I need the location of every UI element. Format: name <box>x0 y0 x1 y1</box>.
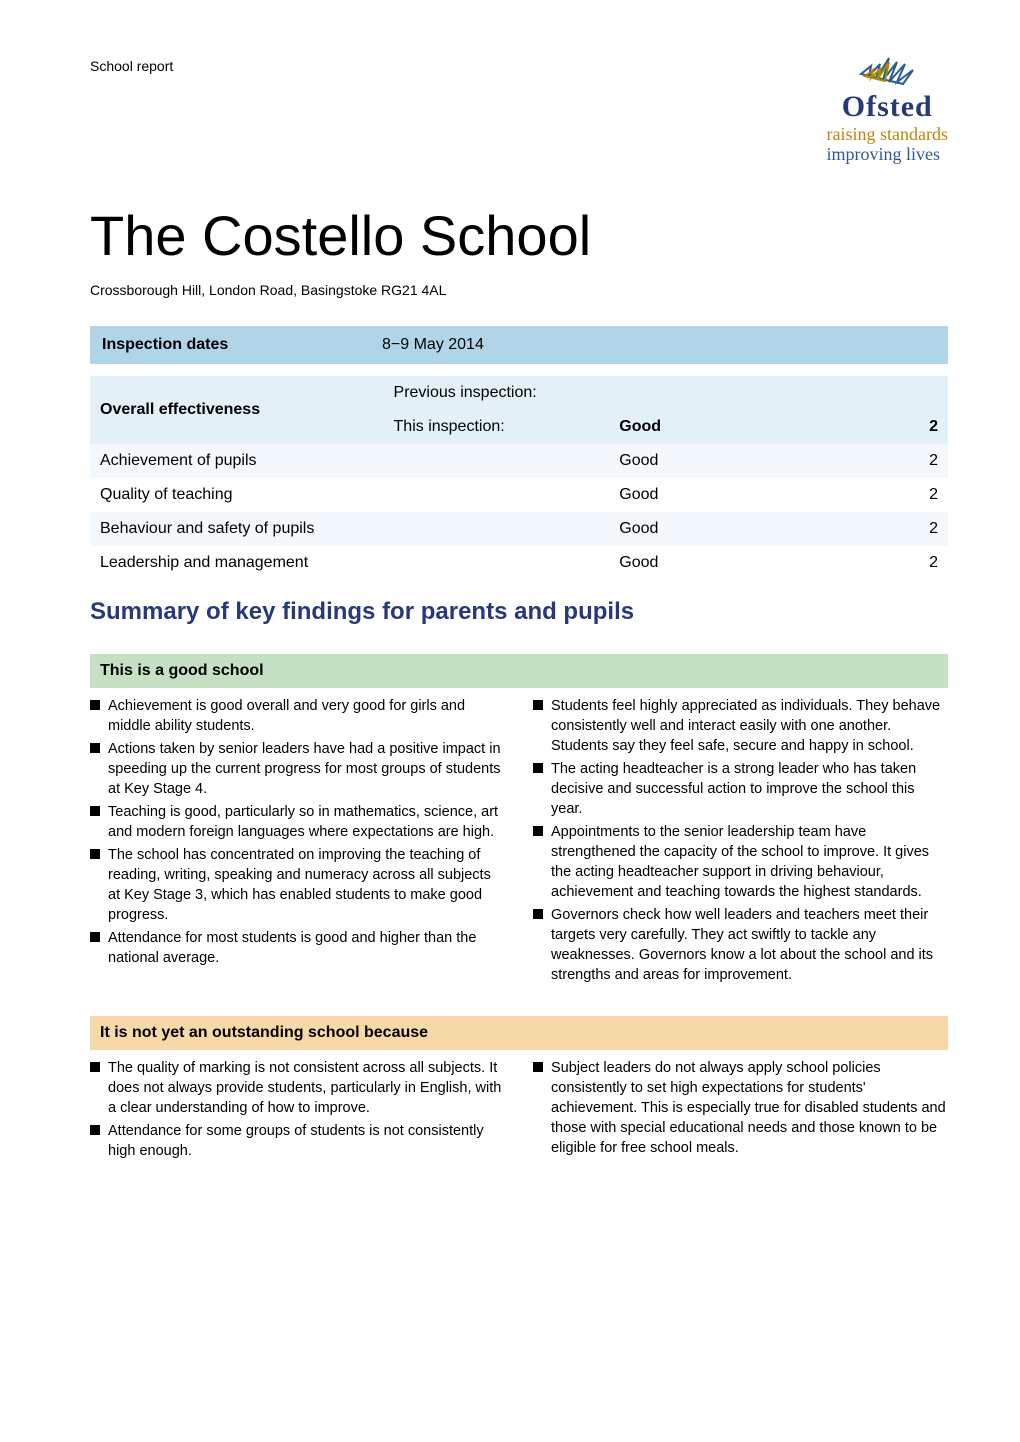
list-item-text: The acting headteacher is a strong leade… <box>551 759 948 819</box>
bullet-square-icon <box>90 743 100 753</box>
list-item-text: Governors check how well leaders and tea… <box>551 905 948 985</box>
list-item: Subject leaders do not always apply scho… <box>533 1058 948 1158</box>
table-row: Behaviour and safety of pupilsGood2 <box>90 512 948 546</box>
list-item-text: The school has concentrated on improving… <box>108 845 505 925</box>
inspection-dates-value: 8−9 May 2014 <box>382 336 484 354</box>
prev-rating <box>609 376 903 410</box>
list-item-text: Actions taken by senior leaders have had… <box>108 739 505 799</box>
bullet-square-icon <box>90 806 100 816</box>
school-title: The Costello School <box>90 203 948 268</box>
ofsted-wordmark: Ofsted <box>842 90 933 124</box>
prev-grade-num <box>903 376 948 410</box>
good-school-band: This is a good school <box>90 654 948 688</box>
row-grade-num: 2 <box>903 546 948 580</box>
table-row: Leadership and managementGood2 <box>90 546 948 580</box>
this-rating: Good <box>619 418 661 435</box>
row-label: Behaviour and safety of pupils <box>90 512 609 546</box>
list-item: Attendance for most students is good and… <box>90 928 505 968</box>
list-item: Teaching is good, particularly so in mat… <box>90 802 505 842</box>
bullet-square-icon <box>90 700 100 710</box>
row-rating: Good <box>609 512 903 546</box>
row-label: Quality of teaching <box>90 478 609 512</box>
summary-heading: Summary of key findings for parents and … <box>90 598 948 626</box>
row-label: Achievement of pupils <box>90 444 609 478</box>
bullet-square-icon <box>533 826 543 836</box>
tagline-improving: improving lives <box>827 145 948 165</box>
good-columns: Achievement is good overall and very goo… <box>90 696 948 988</box>
list-item: Achievement is good overall and very goo… <box>90 696 505 736</box>
list-item: Attendance for some groups of students i… <box>90 1121 505 1161</box>
not-outstanding-band: It is not yet an outstanding school beca… <box>90 1016 948 1050</box>
list-item-text: Attendance for most students is good and… <box>108 928 505 968</box>
good-list-left: Achievement is good overall and very goo… <box>90 696 505 968</box>
row-rating: Good <box>609 444 903 478</box>
table-row: Achievement of pupilsGood2 <box>90 444 948 478</box>
bullet-square-icon <box>90 1125 100 1135</box>
not-columns: The quality of marking is not consistent… <box>90 1058 948 1164</box>
list-item: Appointments to the senior leadership te… <box>533 822 948 902</box>
list-item: The acting headteacher is a strong leade… <box>533 759 948 819</box>
inspection-dates-label: Inspection dates <box>102 336 382 354</box>
list-item-text: Achievement is good overall and very goo… <box>108 696 505 736</box>
ofsted-tagline: raising standards improving lives <box>827 125 948 165</box>
bullet-square-icon <box>533 1062 543 1072</box>
header-label: School report <box>90 58 173 74</box>
bullet-square-icon <box>533 700 543 710</box>
row-grade-num: 2 <box>903 478 948 512</box>
list-item-text: Subject leaders do not always apply scho… <box>551 1058 948 1158</box>
this-grade-num: 2 <box>903 410 948 444</box>
page-header: School report Ofsted raising standards i… <box>90 52 948 165</box>
list-item: The school has concentrated on improving… <box>90 845 505 925</box>
list-item-text: Attendance for some groups of students i… <box>108 1121 505 1161</box>
row-rating: Good <box>609 478 903 512</box>
list-item-text: Teaching is good, particularly so in mat… <box>108 802 505 842</box>
list-item: Actions taken by senior leaders have had… <box>90 739 505 799</box>
bullet-square-icon <box>90 1062 100 1072</box>
list-item-text: Appointments to the senior leadership te… <box>551 822 948 902</box>
row-rating: Good <box>609 546 903 580</box>
table-row: Overall effectiveness Previous inspectio… <box>90 376 948 410</box>
list-item-text: Students feel highly appreciated as indi… <box>551 696 948 756</box>
list-item-text: The quality of marking is not consistent… <box>108 1058 505 1118</box>
tagline-raising: raising standards <box>827 125 948 145</box>
list-item: Students feel highly appreciated as indi… <box>533 696 948 756</box>
prev-inspection-label: Previous inspection: <box>384 376 610 410</box>
this-inspection-label: This inspection: <box>384 410 610 444</box>
not-list-right: Subject leaders do not always apply scho… <box>533 1058 948 1158</box>
list-item: The quality of marking is not consistent… <box>90 1058 505 1118</box>
ofsted-logo: Ofsted raising standards improving lives <box>827 52 948 165</box>
row-label: Leadership and management <box>90 546 609 580</box>
bullet-square-icon <box>533 763 543 773</box>
list-item: Governors check how well leaders and tea… <box>533 905 948 985</box>
good-list-right: Students feel highly appreciated as indi… <box>533 696 948 985</box>
table-row: Quality of teachingGood2 <box>90 478 948 512</box>
overall-effectiveness-label: Overall effectiveness <box>100 401 260 418</box>
row-grade-num: 2 <box>903 512 948 546</box>
bullet-square-icon <box>90 849 100 859</box>
bullet-square-icon <box>90 932 100 942</box>
school-address: Crossborough Hill, London Road, Basingst… <box>90 282 948 298</box>
inspection-dates-bar: Inspection dates 8−9 May 2014 <box>90 326 948 364</box>
overview-table: Overall effectiveness Previous inspectio… <box>90 376 948 580</box>
not-list-left: The quality of marking is not consistent… <box>90 1058 505 1161</box>
row-grade-num: 2 <box>903 444 948 478</box>
bullet-square-icon <box>533 909 543 919</box>
ofsted-logomark-icon: Ofsted <box>827 52 948 124</box>
